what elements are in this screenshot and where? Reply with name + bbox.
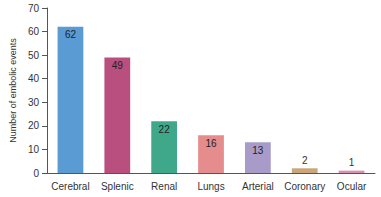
- svg-text:20: 20: [28, 120, 40, 131]
- svg-text:Renal: Renal: [151, 181, 177, 192]
- svg-text:40: 40: [28, 73, 40, 84]
- svg-text:Number of embolic events: Number of embolic events: [8, 38, 18, 143]
- svg-text:10: 10: [28, 144, 40, 155]
- svg-text:0: 0: [33, 168, 39, 179]
- svg-text:2: 2: [302, 155, 308, 166]
- svg-text:22: 22: [159, 124, 171, 135]
- svg-text:62: 62: [65, 29, 77, 40]
- svg-text:Arterial: Arterial: [242, 181, 274, 192]
- svg-text:16: 16: [205, 138, 217, 149]
- svg-text:Ocular: Ocular: [337, 181, 367, 192]
- svg-text:Coronary: Coronary: [284, 181, 325, 192]
- svg-text:Lungs: Lungs: [197, 181, 224, 192]
- svg-text:60: 60: [28, 26, 40, 37]
- svg-text:49: 49: [112, 60, 124, 71]
- svg-text:1: 1: [349, 157, 355, 168]
- svg-text:Cerebral: Cerebral: [51, 181, 89, 192]
- svg-text:13: 13: [252, 145, 264, 156]
- svg-text:70: 70: [28, 3, 40, 14]
- svg-text:50: 50: [28, 50, 40, 61]
- svg-text:30: 30: [28, 97, 40, 108]
- svg-text:Splenic: Splenic: [101, 181, 134, 192]
